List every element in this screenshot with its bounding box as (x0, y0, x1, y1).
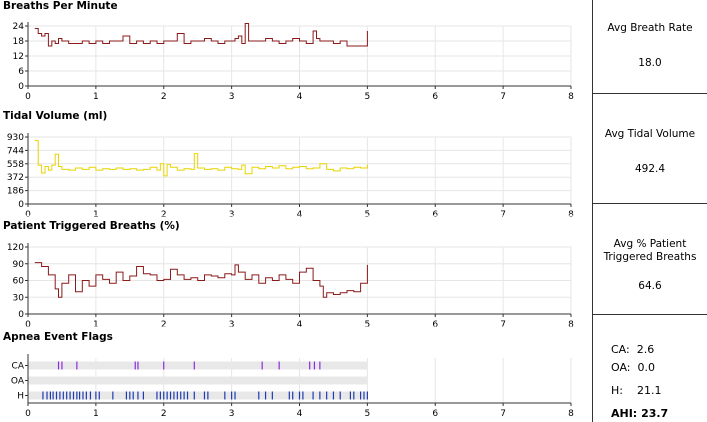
x-tick-label: 8 (568, 320, 574, 330)
x-tick-label: 6 (432, 409, 438, 419)
avg-breath-rate-label: Avg Breath Rate (607, 22, 693, 34)
chart-title: Apnea Event Flags (3, 331, 113, 343)
summary-divider (592, 314, 707, 315)
x-tick-label: 7 (500, 320, 506, 330)
y-tick-label: 0 (18, 82, 24, 92)
x-tick-label: 7 (500, 409, 506, 419)
ca-summary-value: 2.6 (636, 343, 655, 356)
event-band (28, 391, 368, 400)
ca-summary: CA: 2.6 (611, 343, 654, 356)
x-tick-label: 2 (161, 92, 167, 102)
x-tick-label: 0 (25, 409, 31, 419)
y-tick-label: 18 (13, 37, 25, 47)
x-tick-label: 1 (93, 92, 99, 102)
avg-patient-triggered-value: 64.6 (638, 280, 662, 292)
oa-summary-value: 0.0 (637, 361, 656, 374)
x-tick-label: 1 (93, 210, 99, 220)
x-tick-label: 5 (365, 320, 371, 330)
chart-title: Tidal Volume (ml) (3, 110, 107, 122)
y-tick-label: OA (11, 377, 25, 387)
x-tick-label: 6 (432, 210, 438, 220)
y-tick-label: H (17, 392, 24, 402)
avg-tidal-volume-box: Avg Tidal Volume 492.4 (593, 94, 707, 203)
y-tick-label: 30 (13, 293, 25, 303)
x-tick-label: 3 (229, 320, 235, 330)
series-line (34, 140, 368, 177)
apnea-summary-box: CA: 2.6 OA: 0.0 H: 21.1 AHI: 23.7 (593, 315, 707, 422)
x-tick-label: 8 (568, 409, 574, 419)
y-tick-label: 558 (7, 160, 24, 170)
ahi-summary-label: AHI: (611, 407, 638, 420)
x-tick-label: 5 (365, 92, 371, 102)
x-tick-label: 0 (25, 92, 31, 102)
x-tick-label: 6 (432, 320, 438, 330)
oa-summary-label: OA: (611, 361, 631, 374)
summary-panel: Avg Breath Rate 18.0 Avg Tidal Volume 49… (592, 0, 707, 422)
x-tick-label: 5 (365, 409, 371, 419)
ahi-summary-value: 23.7 (641, 407, 669, 420)
ahi-summary: AHI: 23.7 (611, 407, 668, 420)
x-tick-label: 4 (297, 320, 303, 330)
y-tick-label: 930 (7, 133, 24, 143)
summary-divider (592, 203, 707, 204)
x-tick-label: 0 (25, 210, 31, 220)
avg-tidal-volume-value: 492.4 (634, 163, 666, 175)
x-tick-label: 3 (229, 409, 235, 419)
event-band (28, 376, 368, 385)
y-tick-label: 24 (13, 22, 25, 32)
x-tick-label: 6 (432, 92, 438, 102)
x-tick-label: 4 (297, 92, 303, 102)
x-tick-label: 2 (161, 210, 167, 220)
x-tick-label: 1 (93, 320, 99, 330)
chart-title: Breaths Per Minute (3, 0, 118, 12)
x-tick-label: 3 (229, 210, 235, 220)
avg-breath-rate-box: Avg Breath Rate 18.0 (593, 0, 707, 93)
oa-summary: OA: 0.0 (611, 361, 655, 374)
x-tick-label: 7 (500, 92, 506, 102)
avg-patient-triggered-box: Avg % Patient Triggered Breaths 64.6 (593, 204, 707, 314)
avg-tidal-volume-label: Avg Tidal Volume (604, 128, 696, 140)
ca-summary-label: CA: (611, 343, 630, 356)
x-tick-label: 3 (229, 92, 235, 102)
y-tick-label: 60 (13, 277, 25, 287)
y-tick-label: 372 (7, 173, 24, 183)
event-band (28, 361, 368, 370)
x-tick-label: 7 (500, 210, 506, 220)
y-tick-label: 0 (18, 200, 24, 210)
x-tick-label: 0 (25, 320, 31, 330)
h-summary: H: 21.1 (611, 384, 661, 397)
summary-divider (592, 93, 707, 94)
avg-patient-triggered-label: Avg % Patient Triggered Breaths (603, 238, 697, 263)
x-tick-label: 2 (161, 409, 167, 419)
y-tick-label: 0 (18, 310, 24, 320)
h-summary-value: 21.1 (636, 384, 662, 397)
y-tick-label: 6 (18, 67, 24, 77)
x-tick-label: 5 (365, 210, 371, 220)
y-tick-label: 120 (7, 243, 24, 253)
y-tick-label: 12 (13, 52, 24, 62)
x-tick-label: 4 (297, 409, 303, 419)
chart-title: Patient Triggered Breaths (%) (3, 220, 180, 232)
h-summary-label: H: (611, 384, 623, 397)
y-tick-label: 744 (7, 146, 24, 156)
y-tick-label: 186 (7, 187, 24, 197)
series-line (34, 23, 368, 47)
y-tick-label: CA (12, 362, 25, 372)
x-tick-label: 8 (568, 210, 574, 220)
avg-breath-rate-value: 18.0 (638, 57, 662, 69)
x-tick-label: 2 (161, 320, 167, 330)
y-tick-label: 90 (13, 260, 25, 270)
x-tick-label: 1 (93, 409, 99, 419)
x-tick-label: 4 (297, 210, 303, 220)
x-tick-label: 8 (568, 92, 574, 102)
series-line (34, 262, 368, 298)
